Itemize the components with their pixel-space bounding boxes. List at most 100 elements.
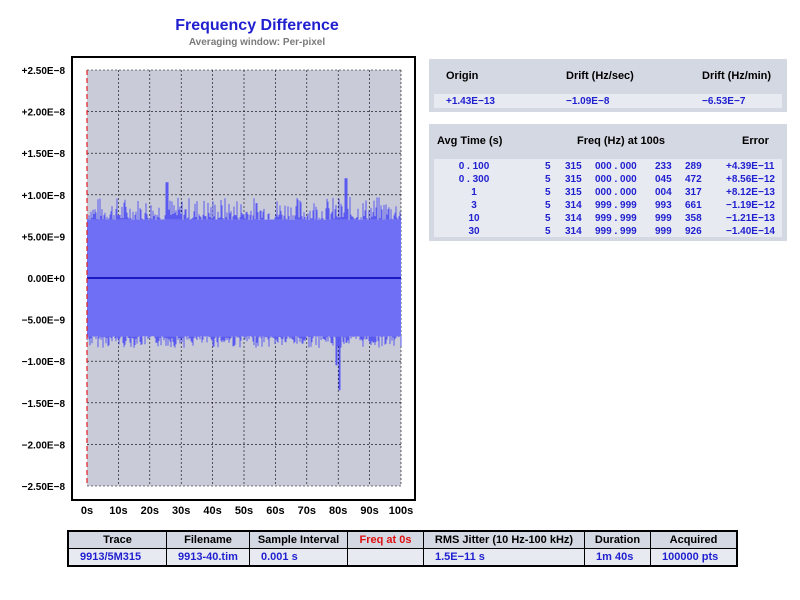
acquired-header: Acquired: [669, 534, 718, 546]
averaging-panel: Avg Time (s) Freq (Hz) at 100s Error 0 .…: [429, 124, 787, 241]
freq-digit-group: 999: [655, 213, 672, 224]
error-value: −1.21E−13: [726, 213, 775, 224]
error-value: −1.19E−12: [726, 200, 775, 211]
freq-digit-group: 472: [685, 174, 702, 185]
origin-header: Origin: [446, 70, 479, 82]
freq-digit-group: 004: [655, 187, 672, 198]
avg-time-value: 10: [468, 213, 480, 224]
freq-digit-group: 5: [545, 200, 551, 211]
freq-digit-group: 5: [545, 187, 551, 198]
x-tick-label: 60s: [266, 505, 284, 517]
acquired-value: 100000 pts: [662, 551, 719, 563]
freq-digit-group: 315: [565, 161, 582, 172]
freq-at-0-header: Freq at 0s: [348, 532, 424, 548]
rms-jitter-value: 1.5E−11 s: [424, 549, 585, 565]
freq-digit-group: 314: [565, 226, 582, 237]
origin-value: +1.43E−13: [446, 96, 495, 107]
filename-value: 9913-40.tim: [167, 549, 250, 565]
avg-time-header: Avg Time (s): [437, 135, 503, 147]
freq-digit-group: 045: [655, 174, 672, 185]
drift-sec-header: Drift (Hz/sec): [566, 70, 634, 82]
freq-digit-group: 5: [545, 226, 551, 237]
y-tick-label: −2.50E−8: [22, 482, 66, 493]
averaging-row: 0 . 100 5 315 000 . 000 233 289 +4.39E−11: [429, 161, 787, 174]
x-tick-label: 40s: [203, 505, 221, 517]
x-tick-label: 10s: [109, 505, 127, 517]
freq-digit-group: 5: [545, 174, 551, 185]
freq-digit-group: 926: [685, 226, 702, 237]
averaging-row: 1 5 315 000 . 000 004 317 +8.12E−13: [429, 187, 787, 200]
freq-digit-group: 999 . 999: [595, 213, 637, 224]
freq-digit-group: 317: [685, 187, 702, 198]
avg-time-value: 0 . 100: [458, 161, 490, 172]
freq-digit-group: 000 . 000: [595, 187, 637, 198]
x-tick-label: 30s: [172, 505, 190, 517]
freq-digit-group: 315: [565, 174, 582, 185]
duration-value: 1m 40s: [585, 549, 651, 565]
trace-header: Trace: [69, 532, 167, 548]
freq-digit-group: 314: [565, 213, 582, 224]
averaging-row: 10 5 314 999 . 999 999 358 −1.21E−13: [429, 213, 787, 226]
freq-digit-group: 661: [685, 200, 702, 211]
freq-digit-group: 5: [545, 161, 551, 172]
info-table: Trace Filename Sample Interval Freq at 0…: [67, 530, 738, 567]
y-tick-label: +2.50E−8: [22, 66, 66, 77]
chart-title: Frequency Difference: [175, 17, 339, 34]
avg-time-value: 1: [471, 187, 477, 198]
freq-digit-group: 999 . 999: [595, 200, 637, 211]
frequency-difference-chart: +2.50E−8 +2.00E−8 +1.50E−8 +1.00E−8 +5.00E−9…: [22, 56, 416, 517]
x-tick-label: 70s: [298, 505, 316, 517]
freq-digit-group: 5: [545, 213, 551, 224]
sample-interval-header: Sample Interval: [250, 532, 348, 548]
error-header: Error: [742, 135, 769, 147]
trace-value: 9913/5M315: [69, 549, 167, 565]
averaging-row: 30 5 314 999 . 999 999 926 −1.40E−14: [429, 226, 787, 239]
freq-digit-group: 999 . 999: [595, 226, 637, 237]
averaging-row: 3 5 314 999 . 999 993 661 −1.19E−12: [429, 200, 787, 213]
freq-at-0-value: [348, 549, 424, 565]
y-tick-label: +1.50E−8: [22, 149, 66, 160]
drift-min-value: −6.53E−7: [702, 96, 746, 107]
x-tick-label: 100s: [389, 505, 413, 517]
avg-time-value: 0 . 300: [458, 174, 490, 185]
drift-values-bar: [434, 94, 782, 108]
y-tick-label: 0.00E+0: [27, 274, 65, 285]
error-value: +4.39E−11: [726, 161, 775, 172]
error-value: +8.56E−12: [726, 174, 775, 185]
y-tick-label: −1.00E−8: [22, 357, 66, 368]
freq-digit-group: 993: [655, 200, 672, 211]
y-tick-label: −5.00E−9: [22, 316, 66, 327]
freq-digit-group: 233: [655, 161, 672, 172]
drift-sec-value: −1.09E−8: [566, 96, 610, 107]
averaging-row: 0 . 300 5 315 000 . 000 045 472 +8.56E−12: [429, 174, 787, 187]
chart-subtitle: Averaging window: Per-pixel: [188, 37, 326, 48]
drift-panel: Origin Drift (Hz/sec) Drift (Hz/min) +1.…: [429, 59, 787, 112]
x-tick-label: 90s: [360, 505, 378, 517]
avg-time-value: 3: [471, 200, 477, 211]
x-tick-label: 0s: [81, 505, 93, 517]
error-value: −1.40E−14: [726, 226, 775, 237]
sample-interval-value: 0.001 s: [250, 549, 348, 565]
freq-digit-group: 314: [565, 200, 582, 211]
freq-digit-group: 000 . 000: [595, 161, 637, 172]
x-tick-label: 80s: [329, 505, 347, 517]
freq-digit-group: 000 . 000: [595, 174, 637, 185]
info-header-row: Trace Filename Sample Interval Freq at 0…: [69, 532, 736, 549]
filename-header: Filename: [167, 532, 250, 548]
freq-digit-group: 999: [655, 226, 672, 237]
freq-digit-group: 358: [685, 213, 702, 224]
rms-jitter-header: RMS Jitter (10 Hz-100 kHz): [424, 532, 585, 548]
freq-digit-group: 289: [685, 161, 702, 172]
averaging-rows-bg: [434, 159, 782, 237]
y-tick-label: +2.00E−8: [22, 108, 66, 119]
drift-min-header: Drift (Hz/min): [702, 70, 772, 82]
error-value: +8.12E−13: [726, 187, 775, 198]
x-tick-label: 20s: [141, 505, 159, 517]
duration-header: Duration: [585, 532, 651, 548]
y-tick-label: −1.50E−8: [22, 399, 66, 410]
freq-header: Freq (Hz) at 100s: [577, 135, 666, 147]
freq-digit-group: 315: [565, 187, 582, 198]
y-tick-label: +1.00E−8: [22, 191, 66, 202]
avg-time-value: 30: [468, 226, 480, 237]
info-value-row: 9913/5M315 9913-40.tim 0.001 s 1.5E−11 s…: [69, 549, 736, 565]
